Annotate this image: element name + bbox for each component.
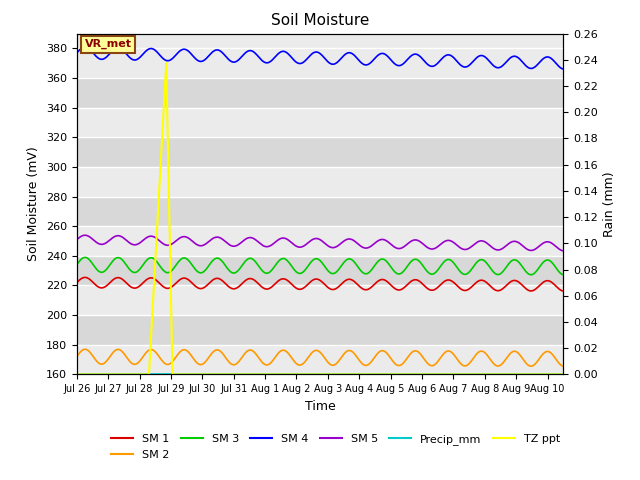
Bar bbox=[77, 167, 563, 197]
Legend: SM 1, SM 2, SM 3, SM 4, SM 5, Precip_mm, TZ ppt: SM 1, SM 2, SM 3, SM 4, SM 5, Precip_mm,… bbox=[107, 430, 564, 464]
Bar bbox=[77, 315, 563, 345]
Y-axis label: Rain (mm): Rain (mm) bbox=[604, 171, 616, 237]
Bar bbox=[77, 345, 563, 374]
Bar bbox=[77, 286, 563, 315]
Bar bbox=[77, 226, 563, 256]
Bar bbox=[77, 137, 563, 167]
Bar bbox=[77, 256, 563, 286]
Bar bbox=[77, 197, 563, 226]
Bar bbox=[77, 78, 563, 108]
Y-axis label: Soil Moisture (mV): Soil Moisture (mV) bbox=[28, 146, 40, 262]
Text: VR_met: VR_met bbox=[84, 39, 132, 49]
Bar bbox=[77, 108, 563, 137]
Bar bbox=[77, 48, 563, 78]
X-axis label: Time: Time bbox=[305, 400, 335, 413]
Title: Soil Moisture: Soil Moisture bbox=[271, 13, 369, 28]
